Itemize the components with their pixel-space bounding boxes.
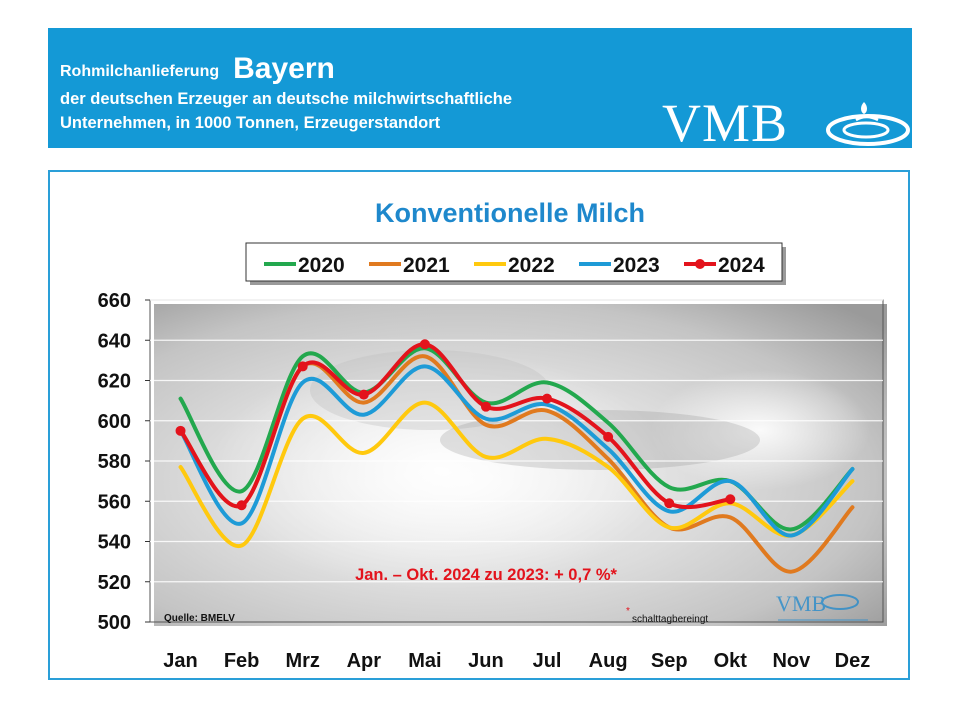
x-tick-label: Aug — [589, 650, 628, 672]
gridlines — [150, 299, 883, 583]
data-point-2024 — [664, 498, 675, 509]
y-tick-label: 660 — [98, 290, 131, 312]
x-tick-label: Jun — [468, 650, 504, 672]
data-point-2024 — [542, 393, 553, 404]
data-point-2024 — [358, 389, 369, 400]
x-tick-label: Apr — [347, 650, 382, 672]
legend-label: 2022 — [508, 254, 555, 277]
x-tick-label: Feb — [224, 650, 260, 672]
header-line2: der deutschen Erzeuger an deutsche milch… — [60, 90, 513, 108]
series-line-2024 — [178, 342, 733, 510]
data-point-2024 — [603, 431, 614, 442]
x-tick-label: Okt — [714, 650, 748, 672]
y-tick-label: 580 — [98, 451, 131, 473]
header-region: Bayern — [233, 52, 335, 85]
data-point-2024 — [297, 361, 308, 372]
source-label: Quelle: BMELV — [164, 613, 235, 624]
header-title: Rohmilchanlieferung — [60, 63, 220, 80]
x-tick-label: Jul — [533, 650, 562, 672]
data-point-2024 — [725, 494, 736, 505]
legend: 2020 2021 2022 2023 2024 — [245, 242, 786, 285]
x-tick-label: Sep — [651, 650, 688, 672]
data-point-2024 — [419, 339, 430, 350]
comparison-annotation: Jan. – Okt. 2024 zu 2023: + 0,7 %* — [355, 566, 617, 584]
y-tick-label: 560 — [98, 491, 131, 513]
watermark-text: VMB — [776, 591, 826, 616]
y-tick-label: 540 — [98, 532, 131, 554]
y-tick-label: 620 — [98, 371, 131, 393]
legend-marker — [695, 259, 705, 269]
series-line-2023 — [178, 364, 855, 538]
vmb-watermark: VMB — [776, 591, 868, 621]
header-line3: Unternehmen, in 1000 Tonnen, Erzeugersta… — [60, 114, 441, 132]
footnote-mark: * — [626, 606, 630, 617]
header-banner: Rohmilchanlieferung Bayern der deutschen … — [48, 28, 912, 153]
y-tick-label: 600 — [98, 411, 131, 433]
vmb-logo: VMB — [662, 93, 789, 153]
footnote-label: schalttagbereingt — [632, 614, 708, 625]
y-tick-label: 500 — [98, 612, 131, 634]
data-point-2024 — [175, 425, 186, 436]
x-tick-label: Dez — [835, 650, 871, 672]
y-tick-label: 520 — [98, 572, 131, 594]
y-tick-label: 640 — [98, 330, 131, 352]
legend-label: 2023 — [613, 254, 660, 277]
series-line-2022 — [178, 400, 855, 548]
x-axis: Jan Feb Mrz Apr Mai Jun Jul Aug Sep Okt Nov Dez — [163, 650, 870, 672]
vmb-logo-drop-icon — [826, 102, 910, 146]
x-tick-label: Mrz — [285, 650, 319, 672]
legend-label: 2020 — [298, 254, 345, 277]
y-axis: 500 520 540 560 580 600 620 640 660 — [98, 290, 150, 634]
data-point-2024 — [480, 401, 491, 412]
series-lines — [175, 339, 855, 574]
x-tick-label: Jan — [163, 650, 197, 672]
legend-label: 2021 — [403, 254, 450, 277]
legend-label: 2024 — [718, 254, 765, 277]
plot-area — [149, 299, 887, 626]
data-point-2024 — [236, 500, 247, 511]
x-tick-label: Nov — [772, 650, 811, 672]
header-line1: Rohmilchanlieferung Bayern — [60, 50, 335, 85]
x-tick-label: Mai — [408, 650, 441, 672]
chart-title: Konventionelle Milch — [375, 198, 645, 228]
